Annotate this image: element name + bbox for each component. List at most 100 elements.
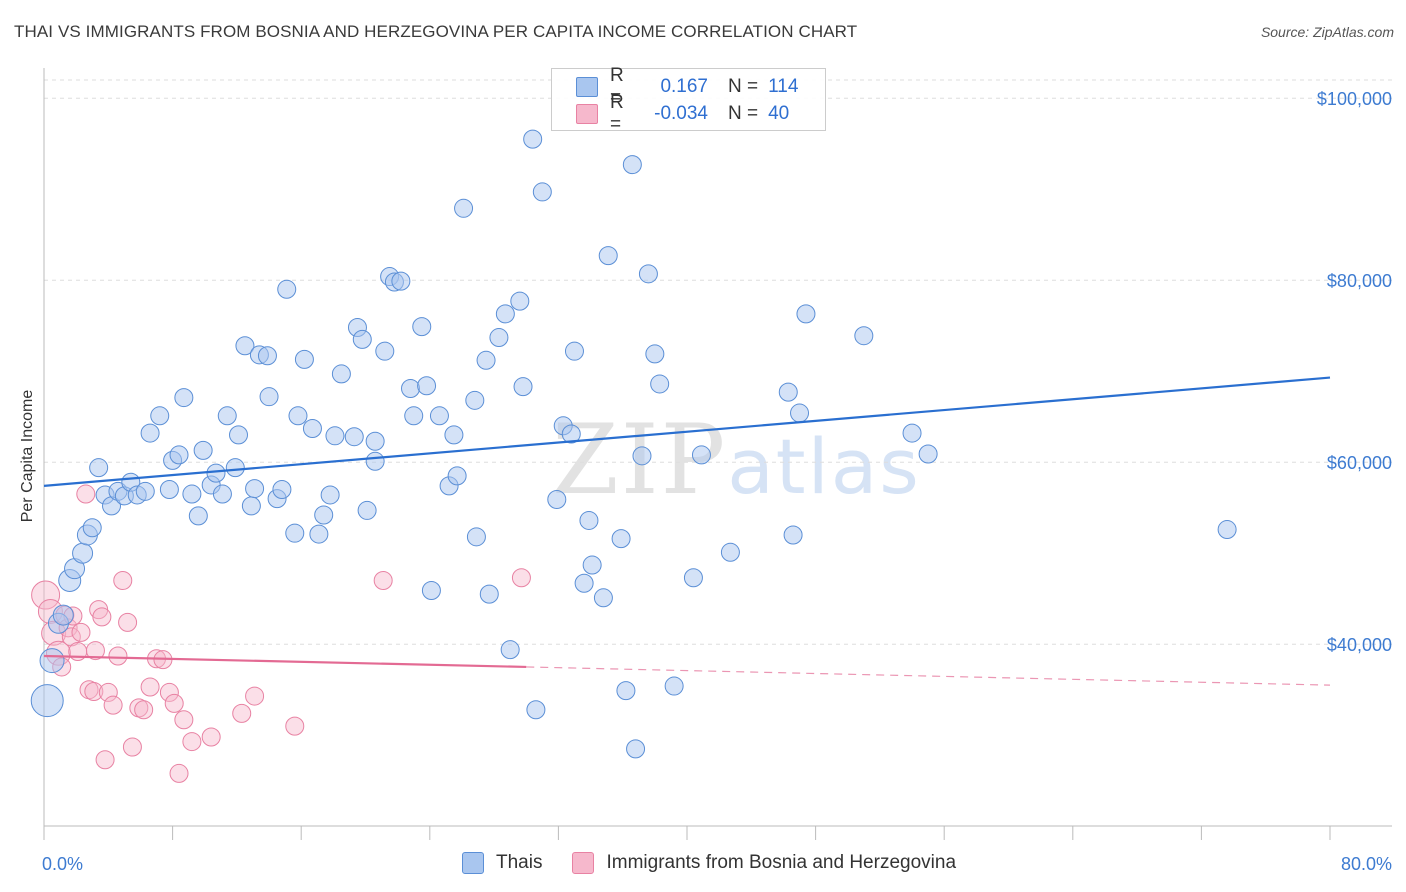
data-point-thais — [783, 525, 803, 545]
data-point-thais — [611, 529, 631, 549]
legend-r-value: 0.167 — [660, 76, 708, 97]
data-point-thais — [547, 490, 567, 510]
tick-labels: $40,000 $60,000 $80,000 $100,000 0.0% 80.0% — [42, 89, 1392, 874]
data-point-thais — [391, 271, 411, 291]
data-point-thais — [796, 304, 816, 324]
data-point-thais — [479, 584, 499, 604]
chart-source: Source: ZipAtlas.com — [1260, 24, 1394, 40]
data-point-thais — [217, 406, 237, 426]
data-point-thais — [82, 518, 102, 538]
data-point-thais — [593, 588, 613, 608]
data-point-thais — [683, 568, 703, 588]
data-point-thais — [277, 279, 297, 299]
data-point-thais — [495, 304, 515, 324]
data-point-thais — [417, 376, 437, 396]
data-point-thais — [30, 684, 64, 718]
legend-row-thais: R = 0.167 N = 114 — [576, 65, 799, 108]
data-point-thais — [412, 317, 432, 337]
legend-r-label: R = — [610, 92, 624, 135]
series-legend: Thais Immigrants from Bosnia and Herzego… — [462, 852, 986, 874]
data-point-bosnia — [134, 700, 154, 720]
data-point-thais — [532, 182, 552, 202]
data-point-thais — [325, 426, 345, 446]
y-tick-label: $80,000 — [1327, 271, 1392, 291]
data-point-thais — [500, 640, 520, 660]
data-point-thais — [235, 336, 255, 356]
grid-lines — [44, 79, 1392, 645]
watermark-atlas: atlas — [727, 422, 921, 511]
legend-n-label: N = — [728, 76, 759, 97]
legend-r-value: -0.034 — [654, 103, 708, 124]
data-point-thais — [257, 346, 277, 366]
data-point-thais — [193, 440, 213, 460]
data-point-thais — [691, 445, 711, 465]
data-point-bosnia — [103, 695, 123, 715]
data-point-thais — [188, 506, 208, 526]
data-point-thais — [429, 406, 449, 426]
data-point-thais — [902, 423, 922, 443]
data-point-thais — [466, 527, 486, 547]
data-point-thais — [169, 445, 189, 465]
data-point-thais — [616, 681, 636, 701]
legend-item-thais[interactable]: Thais — [462, 852, 542, 874]
trend-lines — [43, 376, 1331, 686]
legend-n-value: 40 — [768, 103, 790, 124]
data-point-thais — [320, 485, 340, 505]
data-point-bosnia — [118, 612, 138, 632]
data-point-thais — [404, 406, 424, 426]
data-point-bosnia — [174, 710, 194, 730]
data-point-thais — [309, 524, 329, 544]
legend-swatch-thais — [462, 852, 484, 874]
data-point-thais — [89, 458, 109, 478]
data-point-bosnia — [108, 646, 128, 666]
data-point-bosnia — [71, 622, 91, 642]
data-point-thais — [314, 505, 334, 525]
chart-title: THAI VS IMMIGRANTS FROM BOSNIA AND HERZE… — [14, 22, 858, 41]
data-point-thais — [331, 364, 351, 384]
data-point-thais — [357, 500, 377, 520]
data-point-thais — [150, 406, 170, 426]
data-point-thais — [582, 555, 602, 575]
data-point-thais — [523, 129, 543, 149]
legend-label-bosnia: Immigrants from Bosnia and Herzegovina — [606, 852, 957, 873]
data-point-thais — [302, 419, 322, 439]
data-point-bosnia — [92, 607, 112, 627]
data-point-thais — [918, 444, 938, 464]
legend-n-value: 114 — [768, 76, 799, 97]
data-point-thais — [159, 480, 179, 499]
data-point-bosnia — [182, 732, 202, 752]
data-point-bosnia — [140, 677, 160, 697]
data-point-thais — [259, 387, 279, 407]
data-point-bosnia — [285, 716, 305, 736]
data-point-thais — [790, 403, 810, 423]
data-point-thais — [561, 424, 581, 444]
data-point-thais — [465, 390, 485, 410]
data-point-thais — [598, 246, 618, 266]
data-point-thais — [650, 374, 670, 394]
data-point-thais — [632, 446, 652, 466]
data-point-bosnia — [98, 682, 118, 702]
data-point-thais — [476, 350, 496, 370]
data-point-thais — [206, 463, 226, 483]
data-point-bosnia — [85, 641, 105, 661]
data-point-bosnia — [76, 484, 96, 504]
data-point-bosnia — [245, 686, 265, 706]
legend-swatch-thais — [576, 77, 598, 97]
data-point-thais — [225, 458, 245, 478]
legend-item-bosnia[interactable]: Immigrants from Bosnia and Herzegovina — [572, 852, 956, 874]
data-point-bosnia — [95, 750, 115, 770]
legend-r-label: R = — [610, 65, 624, 108]
data-point-thais — [135, 481, 155, 501]
correlation-legend: R = 0.167 N = 114 R = -0.034 N = 40 — [551, 65, 826, 135]
data-point-bosnia — [31, 580, 61, 610]
y-tick-label: $60,000 — [1327, 453, 1392, 473]
trend-line-thais — [43, 376, 1331, 487]
data-point-thais — [513, 377, 533, 397]
data-point-thais — [664, 676, 684, 696]
legend-n-label: N = — [728, 103, 759, 124]
data-point-thais — [72, 542, 94, 564]
data-point-thais — [174, 388, 194, 408]
x-tick-label: 0.0% — [42, 854, 83, 874]
data-point-thais — [489, 328, 509, 348]
data-point-thais — [444, 425, 464, 445]
